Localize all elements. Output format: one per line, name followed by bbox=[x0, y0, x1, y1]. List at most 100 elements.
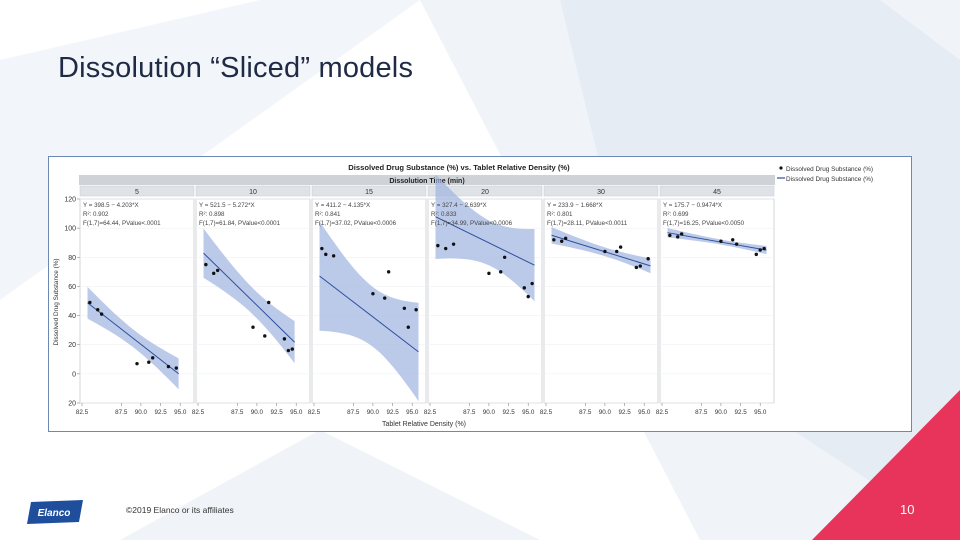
data-point bbox=[618, 245, 623, 249]
data-point bbox=[560, 239, 564, 243]
data-point bbox=[282, 337, 287, 341]
panel-header bbox=[195, 185, 311, 197]
data-point bbox=[719, 239, 723, 243]
data-point bbox=[522, 286, 526, 290]
data-point bbox=[530, 281, 534, 286]
data-point bbox=[267, 300, 271, 305]
x-tick-label: 90.0 bbox=[251, 409, 264, 416]
data-point bbox=[147, 360, 151, 364]
data-point bbox=[402, 306, 407, 310]
data-point bbox=[99, 312, 104, 316]
x-tick-label: 90.0 bbox=[367, 409, 380, 416]
data-point bbox=[251, 325, 255, 329]
x-tick-label: 90.0 bbox=[715, 409, 728, 416]
data-point bbox=[263, 334, 267, 338]
panel-header bbox=[427, 185, 543, 197]
panel-annotation-eq: Y = 327.4 − 2.639*X bbox=[431, 202, 487, 209]
data-point bbox=[758, 248, 762, 252]
y-axis-label: Dissolved Drug Substance (%) bbox=[53, 258, 60, 345]
panel-annotation-eq: Y = 521.5 − 5.272*X bbox=[199, 202, 255, 209]
y-tick-label: 80 bbox=[68, 255, 76, 262]
x-tick-label: 92.5 bbox=[386, 409, 399, 416]
x-tick-label: 87.5 bbox=[463, 409, 476, 416]
logo-text: Elanco bbox=[38, 508, 71, 519]
fit-line bbox=[435, 216, 535, 266]
chart-title: Dissolved Drug Substance (%) vs. Tablet … bbox=[348, 163, 570, 172]
panel-annotation-r2: R²: 0.801 bbox=[547, 211, 573, 218]
x-tick-label: 95.0 bbox=[174, 409, 187, 416]
panels: 5 Y = 398.5 − 4.203*X R²: 0.902 F(1,7)=64.4… bbox=[76, 174, 775, 416]
x-tick-label: 87.5 bbox=[695, 409, 708, 416]
panel-time-label: 5 bbox=[135, 189, 139, 196]
x-tick-label: 82.5 bbox=[192, 409, 205, 416]
data-point bbox=[615, 249, 619, 254]
data-point bbox=[502, 255, 507, 259]
y-tick-label: 60 bbox=[68, 284, 76, 291]
panel-annotation-f: F(1,7)=16.25, PValue<0.0050 bbox=[663, 220, 745, 227]
panel-annotation-eq: Y = 175.7 − 0.9474*X bbox=[663, 202, 722, 209]
data-point bbox=[444, 246, 448, 251]
group-header-bar bbox=[79, 175, 775, 185]
x-tick-label: 92.5 bbox=[502, 409, 515, 416]
data-point bbox=[603, 249, 607, 254]
x-tick-label: 95.0 bbox=[522, 409, 535, 416]
data-point bbox=[174, 366, 178, 370]
panel-time-label: 45 bbox=[713, 189, 721, 196]
x-tick-label: 92.5 bbox=[270, 409, 283, 416]
data-point bbox=[451, 242, 456, 246]
panel-annotation-f: F(1,7)=37.02, PValue<0.0006 bbox=[315, 220, 397, 227]
fit-line bbox=[319, 275, 419, 353]
x-tick-label: 87.5 bbox=[231, 409, 244, 416]
y-tick-label: 100 bbox=[64, 226, 76, 233]
data-point bbox=[320, 246, 324, 251]
data-point bbox=[331, 254, 336, 258]
panel-annotation-f: F(1,7)=61.84, PValue<0.0001 bbox=[199, 220, 281, 227]
fit-line bbox=[203, 252, 295, 343]
panel-10: 10 Y = 521.5 − 5.272*X R²: 0.898 F(1,7)=61.… bbox=[192, 185, 311, 416]
page-number: 10 bbox=[900, 502, 915, 517]
data-point bbox=[487, 271, 491, 276]
panel-time-label: 30 bbox=[597, 189, 605, 196]
data-point bbox=[563, 236, 568, 241]
panel-15: 15 Y = 411.2 − 4.135*X R²: 0.841 F(1,7)=37.… bbox=[308, 185, 427, 416]
panel-annotation-eq: Y = 398.5 − 4.203*X bbox=[83, 202, 139, 209]
panel-45: 45 Y = 175.7 − 0.9474*X R²: 0.699 F(1,7)=16… bbox=[656, 185, 775, 416]
data-point bbox=[135, 361, 139, 366]
panel-annotation-r2: R²: 0.841 bbox=[315, 211, 341, 218]
data-point bbox=[634, 265, 639, 270]
x-tick-label: 82.5 bbox=[308, 409, 321, 416]
x-tick-label: 92.5 bbox=[154, 409, 167, 416]
x-tick-label: 82.5 bbox=[656, 409, 669, 416]
copyright-text: ©2019 Elanco or its affiliates bbox=[126, 505, 234, 515]
panel-annotation-f: F(1,7)=64.44, PValue<.0001 bbox=[83, 220, 161, 227]
data-point bbox=[166, 364, 171, 369]
panel-time-label: 15 bbox=[365, 189, 373, 196]
page-title: Dissolution “Sliced” models bbox=[58, 52, 414, 84]
legend-line-label: Dissolved Drug Substance (%) bbox=[786, 176, 873, 183]
x-tick-label: 87.5 bbox=[115, 409, 128, 416]
y-tick-label: 20 bbox=[68, 401, 76, 408]
panel-frame bbox=[543, 198, 659, 404]
panel-annotation-r2: R²: 0.902 bbox=[83, 211, 109, 218]
panel-time-label: 20 bbox=[481, 189, 489, 196]
panel-annotation-f: F(1,7)=28.11, PValue<0.0011 bbox=[547, 220, 628, 227]
panel-annotation-r2: R²: 0.898 bbox=[199, 211, 225, 218]
panel-annotation-f: F(1,7)=34.99, PValue<0.0006 bbox=[431, 220, 513, 227]
x-axis-label: Tablet Relative Density (%) bbox=[382, 421, 466, 428]
x-tick-label: 82.5 bbox=[540, 409, 553, 416]
x-tick-label: 90.0 bbox=[483, 409, 496, 416]
x-tick-label: 92.5 bbox=[618, 409, 631, 416]
data-point bbox=[762, 246, 766, 251]
data-point bbox=[754, 252, 758, 257]
x-tick-label: 92.5 bbox=[734, 409, 747, 416]
fit-line bbox=[667, 232, 767, 251]
x-tick-label: 95.0 bbox=[754, 409, 767, 416]
x-tick-label: 95.0 bbox=[638, 409, 651, 416]
chart-frame: Dissolved Drug Substance (%) vs. Tablet … bbox=[48, 156, 912, 432]
data-point bbox=[552, 238, 556, 242]
y-tick-label: 120 bbox=[64, 197, 76, 204]
panel-annotation-eq: Y = 411.2 − 4.135*X bbox=[315, 202, 370, 209]
data-point bbox=[731, 238, 735, 242]
panel-annotation-eq: Y = 233.9 − 1.668*X bbox=[547, 202, 603, 209]
panel-time-label: 10 bbox=[249, 189, 257, 196]
